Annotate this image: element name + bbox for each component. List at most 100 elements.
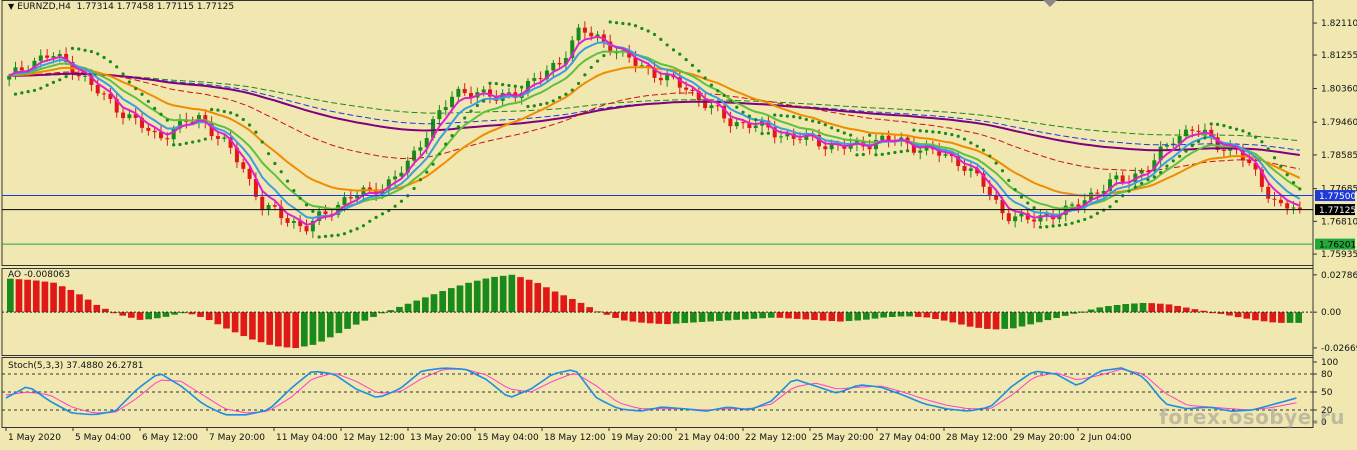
bull-candle bbox=[399, 172, 404, 177]
sar-dot bbox=[235, 113, 239, 117]
ao-bar-down bbox=[102, 308, 109, 313]
sar-dot bbox=[950, 133, 954, 137]
bear-candle bbox=[975, 168, 980, 174]
sar-dot bbox=[1184, 149, 1188, 153]
ao-bar-down bbox=[940, 312, 948, 321]
bull-candle bbox=[342, 197, 347, 205]
sar-dot bbox=[722, 93, 726, 97]
bear-candle bbox=[209, 122, 214, 137]
sar-dot bbox=[1203, 136, 1207, 140]
sar-dot bbox=[602, 54, 606, 58]
time-tick-label: 15 May 04:00 bbox=[477, 433, 539, 443]
sar-dot bbox=[614, 21, 619, 25]
sar-dot bbox=[494, 82, 498, 86]
sar-dot bbox=[437, 152, 441, 156]
bull-candle bbox=[310, 220, 315, 232]
symbol-label: EURNZD,H4 bbox=[17, 2, 71, 12]
sar-dot bbox=[425, 170, 429, 174]
bull-candle bbox=[32, 60, 37, 71]
ao-bar-up bbox=[153, 312, 161, 319]
dropdown-triangle-icon[interactable]: ▼ bbox=[8, 2, 15, 11]
sar-dot bbox=[1190, 144, 1194, 148]
sar-dot bbox=[203, 137, 207, 141]
ao-bar-up bbox=[698, 312, 706, 322]
sar-dot bbox=[532, 104, 536, 108]
bear-candle bbox=[677, 77, 682, 88]
sar-dot bbox=[241, 117, 245, 122]
bull-candle bbox=[665, 74, 670, 81]
bull-candle bbox=[595, 34, 600, 37]
sar-dot bbox=[1260, 140, 1264, 144]
price-pane-title: ▼ EURNZD,H4 1.77314 1.77458 1.77115 1.771… bbox=[8, 2, 234, 12]
sar-dot bbox=[551, 99, 555, 103]
sar-dot bbox=[330, 234, 334, 238]
price-marker bbox=[1315, 190, 1355, 202]
bull-candle bbox=[525, 80, 530, 93]
ao-bar-down bbox=[119, 312, 127, 316]
sar-dot bbox=[671, 48, 676, 52]
stoch-tick-label: 100 bbox=[1321, 358, 1338, 368]
sar-dot bbox=[1114, 199, 1118, 204]
ao-bar-down bbox=[534, 283, 542, 313]
ao-bar-up bbox=[7, 278, 14, 313]
sar-dot bbox=[374, 215, 378, 219]
sar-dot bbox=[583, 73, 587, 77]
sar-dot bbox=[1209, 122, 1213, 126]
bear-candle bbox=[627, 50, 632, 58]
sar-dot bbox=[393, 204, 397, 208]
bull-candle bbox=[551, 62, 556, 71]
sar-dot bbox=[121, 72, 125, 76]
ao-bar-down bbox=[188, 312, 196, 315]
bear-candle bbox=[1076, 204, 1081, 208]
ao-bar-down bbox=[1174, 305, 1181, 313]
ao-bar-down bbox=[1252, 312, 1259, 321]
sar-dot bbox=[557, 95, 562, 100]
bear-candle bbox=[728, 118, 733, 127]
bear-candle bbox=[146, 127, 151, 131]
price-marker bbox=[1315, 238, 1355, 250]
price-tick-label: 1.79460 bbox=[1321, 118, 1357, 128]
ao-bar-down bbox=[1217, 312, 1225, 314]
ao-bar-up bbox=[690, 312, 697, 323]
bull-candle bbox=[1063, 205, 1068, 215]
sar-dot bbox=[1064, 223, 1068, 227]
ao-bar-down bbox=[646, 312, 654, 324]
price-tick-label: 1.76810 bbox=[1321, 217, 1357, 227]
bear-candle bbox=[715, 105, 720, 107]
bull-candle bbox=[570, 40, 575, 59]
ao-bar-up bbox=[352, 312, 360, 325]
bull-candle bbox=[1013, 216, 1018, 222]
sar-dot bbox=[469, 109, 473, 113]
sar-dot bbox=[1247, 132, 1251, 136]
ao-bar-up bbox=[1061, 312, 1069, 316]
sar-dot bbox=[627, 22, 631, 26]
bear-candle bbox=[95, 84, 100, 94]
ao-bar-up bbox=[1131, 303, 1138, 313]
bear-candle bbox=[949, 154, 954, 157]
ao-bar-up bbox=[845, 312, 853, 321]
price-marker-label: 1.77125 bbox=[1319, 206, 1356, 216]
ao-bar-down bbox=[67, 289, 75, 313]
ao-bar-down bbox=[802, 312, 810, 320]
ao-bar-up bbox=[171, 312, 178, 315]
sar-dot bbox=[431, 162, 435, 166]
price-tick-label: 1.78585 bbox=[1321, 151, 1357, 161]
ao-bar-down bbox=[629, 312, 637, 322]
sar-dot bbox=[684, 58, 688, 62]
ao-bar-down bbox=[231, 312, 239, 333]
bull-candle bbox=[481, 89, 486, 93]
sar-dot bbox=[463, 116, 467, 120]
sar-dot bbox=[115, 65, 119, 69]
sar-dot bbox=[994, 161, 998, 165]
sar-dot bbox=[216, 108, 220, 112]
bull-candle bbox=[709, 105, 714, 109]
sar-dot bbox=[564, 92, 568, 96]
ao-bar-down bbox=[128, 312, 135, 318]
ma-7-line bbox=[8, 41, 1301, 220]
ao-bar-down bbox=[776, 312, 784, 318]
bear-candle bbox=[247, 168, 252, 179]
time-tick-label: 28 May 12:00 bbox=[946, 433, 1008, 443]
sar-dot bbox=[830, 126, 834, 130]
